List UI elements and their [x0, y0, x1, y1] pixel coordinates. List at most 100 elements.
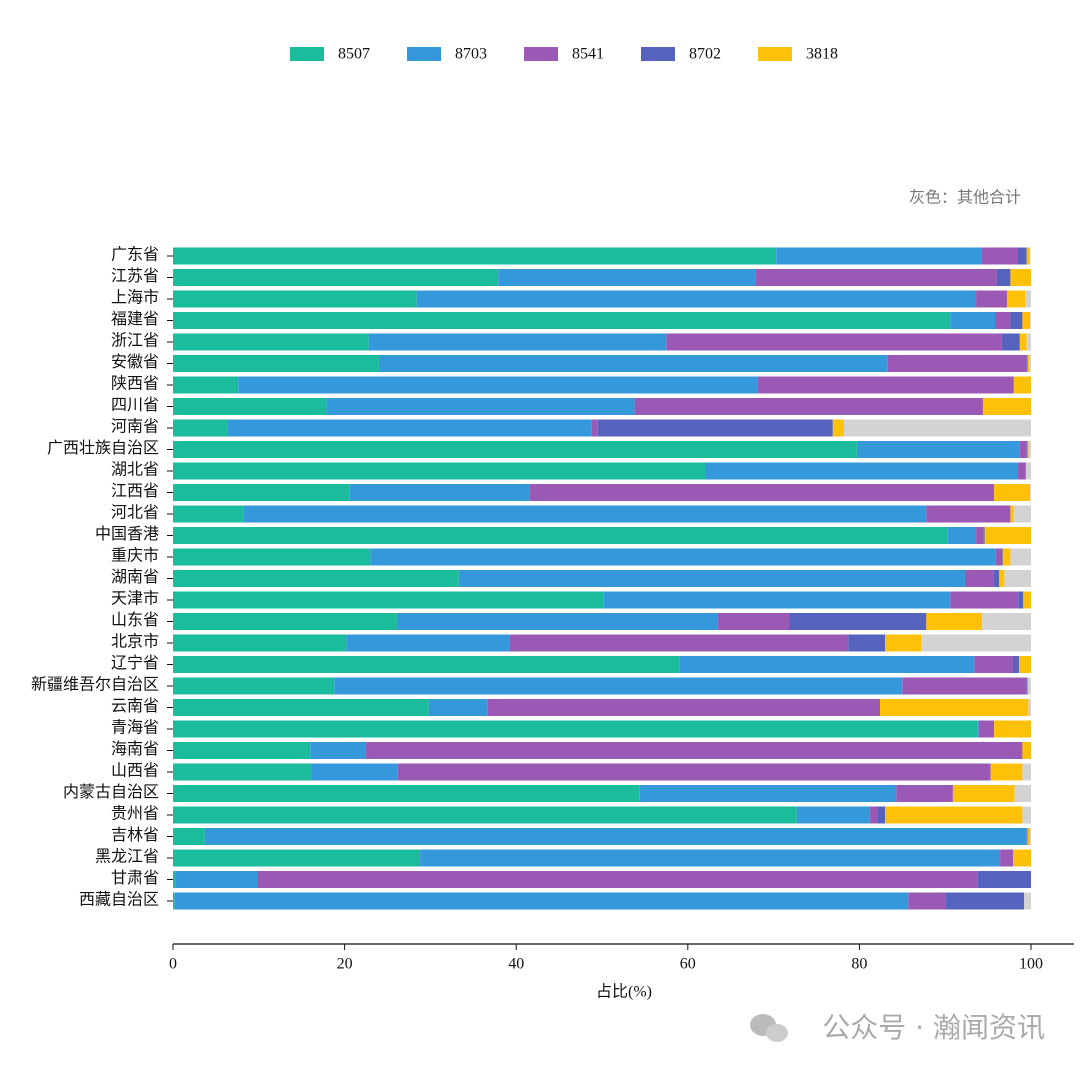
bar-segment [1026, 677, 1028, 695]
bar-segment [1030, 828, 1031, 845]
bar-segment [173, 505, 244, 523]
bar-segment [173, 699, 429, 716]
bar-segment [978, 720, 995, 738]
bar-segment [947, 527, 977, 544]
bar-segment [173, 849, 421, 867]
bar-segment [885, 634, 922, 652]
bar-segment [1027, 828, 1031, 845]
bar-segment [1026, 247, 1031, 265]
bar-segment [950, 312, 995, 329]
bar-segment [597, 419, 833, 437]
bar-segment [1010, 312, 1023, 329]
bar-segment [832, 419, 844, 437]
bar-segment [977, 871, 1031, 888]
bar-segment [993, 570, 1000, 587]
bar-segment [346, 634, 510, 652]
bar-segment [879, 699, 1029, 716]
y-tick-label: 辽宁省 [111, 654, 159, 672]
legend-swatch [290, 47, 324, 61]
bar-segment [370, 548, 996, 566]
y-tick-label: 北京市 [111, 633, 159, 651]
bar-segment [173, 677, 335, 695]
bar-segment [243, 505, 927, 523]
watermark: 公众号 · 瀚闻资讯 [822, 1011, 1045, 1044]
bar-segment [976, 527, 984, 544]
bar-segment [173, 312, 951, 329]
bar-segment [976, 290, 1007, 308]
y-tick-label: 内蒙古自治区 [63, 783, 159, 801]
bar-segment [977, 720, 979, 738]
bar-segment [1028, 699, 1031, 716]
y-tick-label: 甘肃省 [111, 869, 159, 887]
bar-segment [1022, 763, 1031, 781]
legend-label: 3818 [806, 46, 838, 63]
bar-segment [173, 591, 604, 609]
bar-segment [173, 785, 640, 802]
x-tick-label: 80 [851, 956, 867, 973]
y-tick-label: 广东省 [111, 246, 159, 264]
bar-segment [173, 892, 175, 910]
bar-segment [349, 484, 530, 501]
bar-segment [368, 333, 667, 351]
y-tick-label: 黑龙江省 [95, 848, 159, 866]
legend-label: 8507 [338, 46, 370, 63]
x-tick-label: 0 [169, 956, 177, 973]
bar-segment [755, 269, 997, 286]
bar-segment [717, 613, 790, 630]
bar-segment [704, 462, 1018, 480]
bar-segment [1013, 505, 1031, 523]
bar-segment [990, 763, 1023, 781]
y-tick-label: 重庆市 [111, 547, 159, 565]
bar-segment [173, 398, 327, 415]
y-tick-label: 江西省 [111, 482, 159, 500]
bar-segment [1026, 441, 1028, 458]
bar-segment [175, 871, 258, 888]
bar-segment [487, 699, 880, 716]
bar-segment [1030, 312, 1031, 329]
bar-segment [921, 634, 1031, 652]
bar-segment [509, 634, 849, 652]
bar-segment [173, 484, 350, 501]
bar-segment [869, 806, 878, 824]
bar-segment [1010, 269, 1031, 286]
bar-segment [173, 441, 857, 458]
y-tick-label: 湖北省 [111, 461, 159, 479]
y-tick-label: 吉林省 [111, 826, 159, 844]
bar-segment [416, 290, 977, 308]
bar-segment [877, 806, 886, 824]
bar-segment [999, 570, 1005, 587]
legend-label: 8703 [455, 46, 487, 63]
bar-segment [796, 806, 870, 824]
bar-segment [666, 333, 1002, 351]
watermark-icon [750, 1014, 788, 1042]
bar-segment [1026, 828, 1028, 845]
bar-segment [1027, 677, 1031, 695]
bar-segment [994, 720, 1031, 738]
bar-segment [173, 527, 948, 544]
bar-segment [996, 269, 1011, 286]
bar-segment [1012, 849, 1031, 867]
bar-segment [974, 656, 1013, 673]
bar-segment [1018, 656, 1031, 673]
bar-segment [1004, 570, 1031, 587]
bar-segment [1022, 806, 1031, 824]
bar-segment [173, 333, 369, 351]
bar-segment [1027, 441, 1029, 458]
y-tick-label: 新疆维吾尔自治区 [31, 676, 159, 694]
y-tick-label: 河北省 [111, 504, 159, 522]
bar-segment [982, 398, 1031, 415]
y-tick-label: 上海市 [111, 289, 159, 307]
bar-segment [789, 613, 927, 630]
bar-segment [1019, 441, 1027, 458]
bar-segment [843, 419, 1031, 437]
bar-segment [173, 634, 347, 652]
legend-swatch [758, 47, 792, 61]
bar-segment [227, 419, 592, 437]
bar-segment [995, 548, 1001, 566]
bar-segment [173, 462, 705, 480]
bar-segment [964, 570, 994, 587]
legend-label: 8702 [689, 46, 721, 63]
bar-segment [981, 247, 1018, 265]
bar-segment [634, 398, 983, 415]
